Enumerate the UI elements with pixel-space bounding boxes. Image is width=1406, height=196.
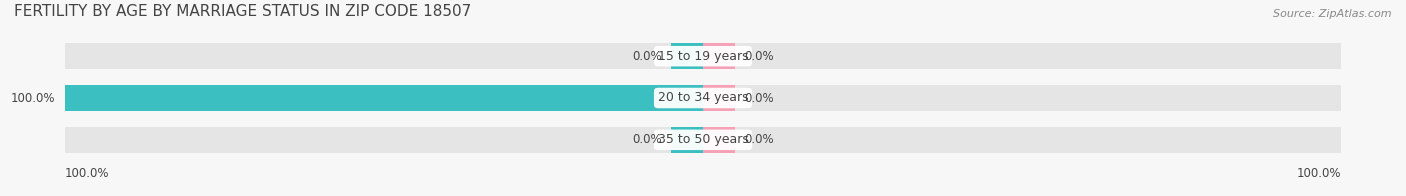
- Text: 100.0%: 100.0%: [1296, 167, 1341, 180]
- Text: FERTILITY BY AGE BY MARRIAGE STATUS IN ZIP CODE 18507: FERTILITY BY AGE BY MARRIAGE STATUS IN Z…: [14, 4, 471, 19]
- Text: 35 to 50 years: 35 to 50 years: [658, 133, 748, 146]
- Bar: [65, 127, 1341, 153]
- Text: 0.0%: 0.0%: [744, 133, 775, 146]
- Bar: [671, 127, 703, 153]
- Text: 0.0%: 0.0%: [631, 50, 662, 63]
- Text: 100.0%: 100.0%: [11, 92, 55, 104]
- Text: 0.0%: 0.0%: [744, 92, 775, 104]
- Bar: [671, 43, 703, 69]
- Text: Source: ZipAtlas.com: Source: ZipAtlas.com: [1274, 9, 1392, 19]
- Bar: [703, 85, 735, 111]
- Bar: [703, 127, 735, 153]
- Bar: [65, 85, 703, 111]
- Text: 0.0%: 0.0%: [631, 133, 662, 146]
- Text: 100.0%: 100.0%: [65, 167, 110, 180]
- Bar: [65, 43, 1341, 69]
- Text: 0.0%: 0.0%: [744, 50, 775, 63]
- Bar: [65, 85, 1341, 111]
- Text: 20 to 34 years: 20 to 34 years: [658, 92, 748, 104]
- Bar: [703, 43, 735, 69]
- Text: 15 to 19 years: 15 to 19 years: [658, 50, 748, 63]
